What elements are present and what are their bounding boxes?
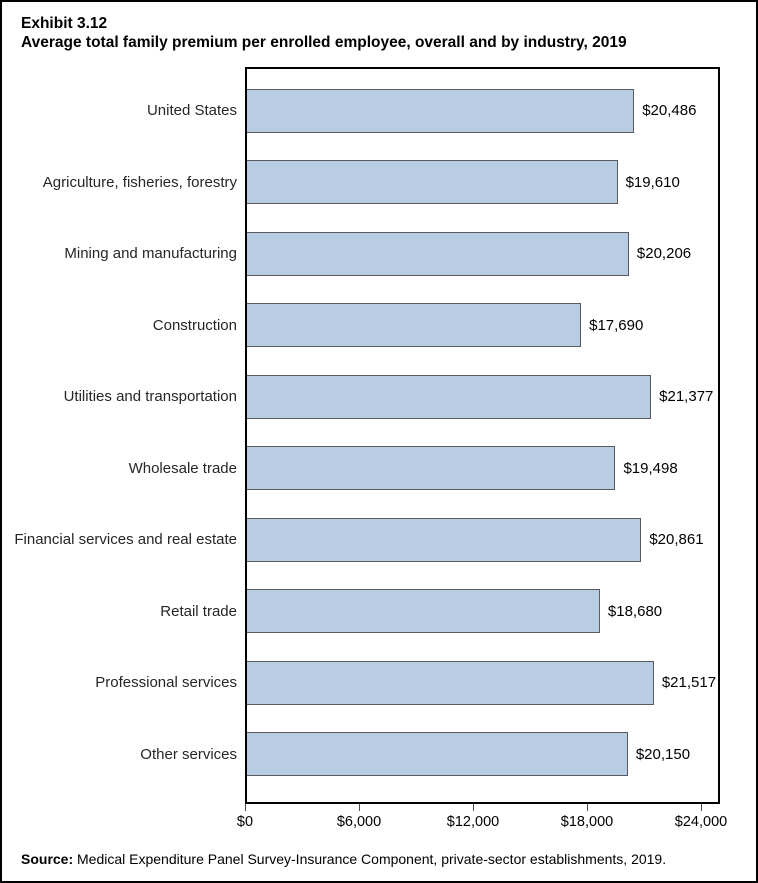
bar-value-label: $20,150 [635, 745, 691, 763]
source-note: Source: Medical Expenditure Panel Survey… [21, 851, 666, 867]
category-label: Wholesale trade [128, 459, 237, 477]
bar-track: $20,861 [245, 504, 720, 576]
bar [245, 446, 616, 491]
bar-value-label: $19,498 [623, 459, 678, 477]
x-axis-tick-label: $12,000 [446, 814, 500, 830]
bar-row: United States $20,486 [2, 75, 720, 147]
bar-row: Other services $20,150 [2, 719, 720, 791]
bar-value-label: $20,486 [642, 102, 697, 120]
category-label: United States [146, 102, 237, 120]
source-label: Source: [21, 851, 74, 867]
bar [245, 160, 618, 205]
source-text: Medical Expenditure Panel Survey-Insuran… [73, 851, 667, 867]
x-axis-tick [358, 804, 360, 811]
bar-value-label: $19,610 [625, 173, 680, 191]
x-axis-tick [586, 804, 588, 811]
bar-row: Wholesale trade $19,498 [2, 433, 720, 505]
category-label: Agriculture, fisheries, forestry [42, 173, 237, 191]
bar [245, 231, 629, 276]
bar-value-label: $20,206 [636, 245, 692, 263]
bar-row: Construction $17,690 [2, 290, 720, 362]
bar-value-label: $21,517 [661, 674, 717, 692]
x-axis-tick [472, 804, 474, 811]
bar-value-label: $20,861 [649, 531, 704, 549]
category-label: Mining and manufacturing [64, 245, 237, 263]
bar-track: $17,690 [245, 290, 720, 362]
bar-value-label: $21,377 [659, 388, 714, 406]
bar [245, 303, 582, 348]
title-block: Exhibit 3.12 Average total family premiu… [21, 14, 627, 52]
x-axis-tick [700, 804, 702, 811]
bar [245, 374, 652, 419]
x-axis-tick-label: $24,000 [674, 814, 728, 830]
x-axis-tick [244, 804, 246, 811]
category-label: Other services [140, 745, 237, 763]
x-axis-tick-label: $18,000 [560, 814, 614, 830]
bar-track: $18,680 [245, 576, 720, 648]
category-label: Construction [152, 316, 237, 334]
category-label: Financial services and real estate [14, 531, 237, 549]
bar-track: $21,517 [245, 647, 720, 719]
bar-row: Utilities and transportation $21,377 [2, 361, 720, 433]
bar-track: $19,498 [245, 433, 720, 505]
chart-title: Average total family premium per enrolle… [21, 34, 627, 51]
bar [245, 88, 635, 133]
category-label: Retail trade [160, 602, 237, 620]
chart-rows: United States $20,486 Agriculture, fisheri… [2, 67, 720, 804]
bar-track: $19,610 [245, 147, 720, 219]
bar-value-label: $17,690 [589, 316, 644, 334]
category-label: Utilities and transportation [63, 388, 237, 406]
bar-track: $20,206 [245, 218, 720, 290]
x-axis: $0 $6,000 $12,000 $18,000 $24,000 [237, 804, 727, 838]
bar-track: $20,150 [245, 719, 720, 791]
bar-row: Mining and manufacturing $20,206 [2, 218, 720, 290]
bar [245, 589, 600, 634]
bar-row: Agriculture, fisheries, forestry $19,610 [2, 147, 720, 219]
bar-track: $21,377 [245, 361, 720, 433]
bar [245, 660, 654, 705]
bar-row: Financial services and real estate $20,86… [2, 504, 720, 576]
bar-value-label: $18,680 [607, 602, 663, 620]
x-axis-tick-label: $6,000 [336, 814, 382, 830]
bar-track: $20,486 [245, 75, 720, 147]
bar [245, 517, 642, 562]
bar [245, 732, 628, 777]
x-axis-tick-label: $0 [236, 814, 254, 830]
bar-row: Professional services $21,517 [2, 647, 720, 719]
bar-row: Retail trade $18,680 [2, 576, 720, 648]
exhibit-number: Exhibit 3.12 [21, 15, 108, 32]
category-label: Professional services [95, 674, 237, 692]
